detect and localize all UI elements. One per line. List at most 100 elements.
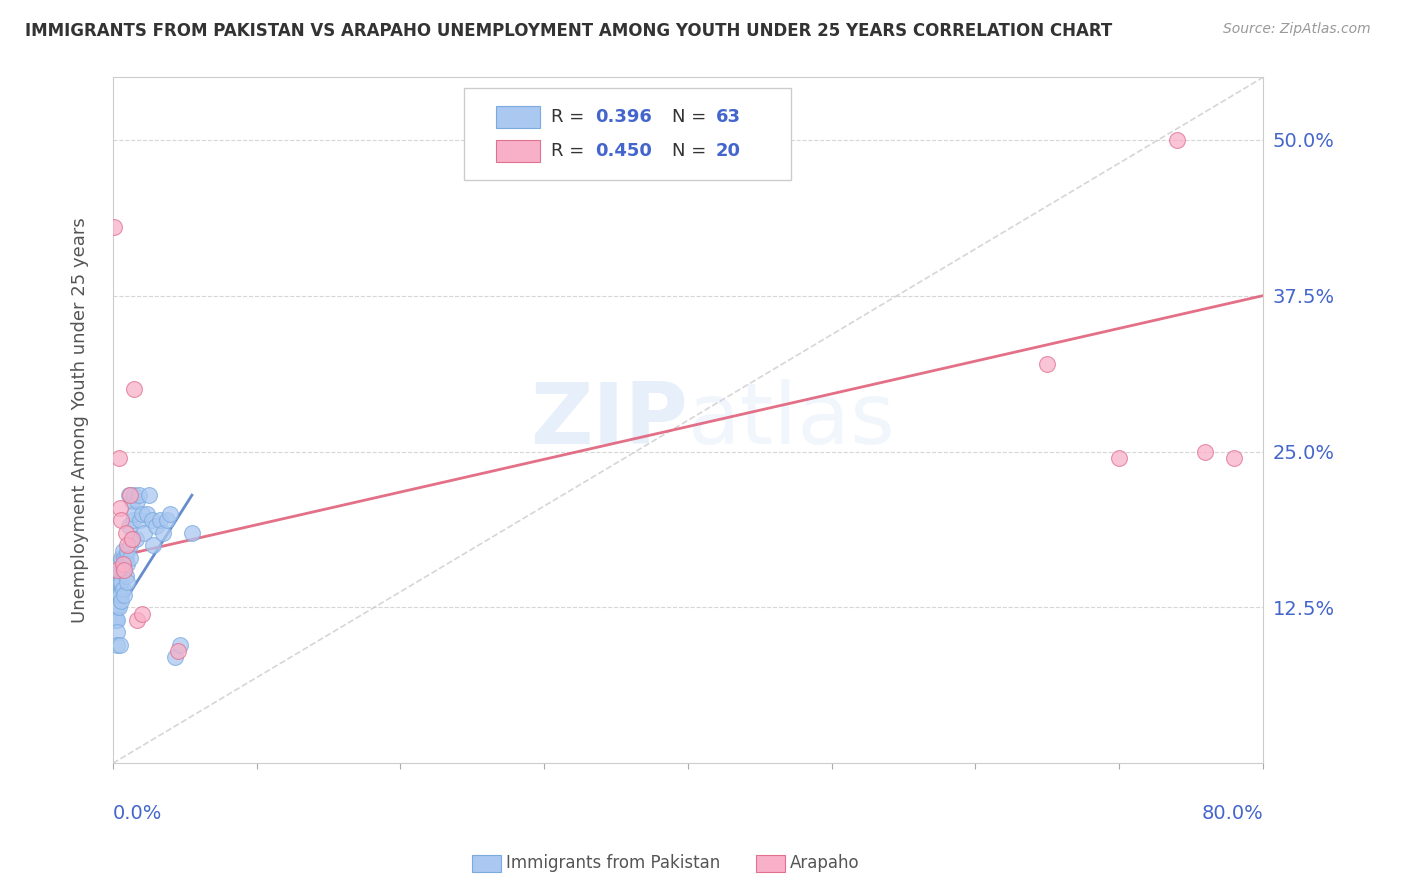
Point: [152, 525, 174, 540]
Point: [124, 382, 146, 396]
Point: [105, 638, 128, 652]
Point: [105, 575, 128, 590]
Point: [180, 525, 202, 540]
Text: 20: 20: [716, 142, 741, 160]
Point: [142, 538, 165, 552]
Point: [169, 638, 191, 652]
Point: [141, 513, 163, 527]
Point: [124, 488, 146, 502]
Point: [156, 513, 179, 527]
Point: [108, 500, 131, 515]
Point: [134, 525, 156, 540]
Point: [128, 488, 150, 502]
Point: [122, 513, 145, 527]
Text: 0.450: 0.450: [595, 142, 651, 160]
Point: [1108, 450, 1130, 465]
Point: [1194, 444, 1216, 458]
Text: Arapaho: Arapaho: [790, 855, 860, 872]
Point: [107, 588, 129, 602]
Text: 80.0%: 80.0%: [1201, 805, 1263, 823]
Text: R =: R =: [551, 108, 591, 127]
Point: [159, 507, 181, 521]
Point: [104, 613, 127, 627]
Point: [103, 613, 125, 627]
Point: [121, 494, 143, 508]
Point: [110, 594, 132, 608]
Point: [115, 538, 138, 552]
Point: [1223, 450, 1246, 465]
Point: [108, 588, 131, 602]
Point: [125, 532, 148, 546]
Point: [110, 550, 132, 565]
Point: [118, 488, 141, 502]
Point: [110, 513, 132, 527]
Point: [108, 575, 131, 590]
Point: [105, 588, 128, 602]
Point: [120, 550, 142, 565]
Y-axis label: Unemployment Among Youth under 25 years: Unemployment Among Youth under 25 years: [72, 218, 89, 624]
Text: Source: ZipAtlas.com: Source: ZipAtlas.com: [1223, 22, 1371, 37]
Point: [138, 488, 160, 502]
Point: [131, 507, 153, 521]
Point: [115, 575, 138, 590]
Point: [112, 550, 135, 565]
Text: Immigrants from Pakistan: Immigrants from Pakistan: [506, 855, 720, 872]
Point: [166, 644, 188, 658]
Point: [105, 600, 128, 615]
Point: [110, 575, 132, 590]
Point: [108, 557, 131, 571]
Point: [131, 607, 153, 621]
Text: 63: 63: [716, 108, 741, 127]
Point: [107, 563, 129, 577]
Point: [103, 588, 125, 602]
Point: [1036, 357, 1059, 371]
Point: [107, 575, 129, 590]
Text: N =: N =: [672, 108, 711, 127]
Point: [103, 600, 125, 615]
Text: R =: R =: [551, 142, 591, 160]
Point: [110, 563, 132, 577]
FancyBboxPatch shape: [496, 106, 540, 128]
Point: [163, 650, 186, 665]
Point: [118, 519, 141, 533]
Point: [145, 519, 167, 533]
Text: atlas: atlas: [688, 379, 896, 462]
Point: [124, 507, 146, 521]
FancyBboxPatch shape: [464, 87, 792, 180]
Text: 0.396: 0.396: [595, 108, 651, 127]
Text: IMMIGRANTS FROM PAKISTAN VS ARAPAHO UNEMPLOYMENT AMONG YOUTH UNDER 25 YEARS CORR: IMMIGRANTS FROM PAKISTAN VS ARAPAHO UNEM…: [25, 22, 1112, 40]
Point: [105, 613, 128, 627]
Point: [108, 638, 131, 652]
Point: [103, 220, 125, 235]
Text: ZIP: ZIP: [530, 379, 688, 462]
Text: N =: N =: [672, 142, 711, 160]
Point: [111, 544, 134, 558]
Point: [129, 513, 152, 527]
Point: [149, 513, 172, 527]
Point: [112, 563, 135, 577]
Point: [107, 600, 129, 615]
Point: [112, 563, 135, 577]
Point: [115, 544, 138, 558]
Point: [105, 563, 128, 577]
Point: [105, 625, 128, 640]
Point: [114, 525, 136, 540]
Point: [104, 600, 127, 615]
Point: [111, 557, 134, 571]
Text: 0.0%: 0.0%: [112, 805, 162, 823]
Point: [121, 532, 143, 546]
Point: [127, 613, 149, 627]
Point: [104, 588, 127, 602]
Point: [127, 494, 149, 508]
Point: [120, 538, 142, 552]
Point: [107, 450, 129, 465]
Point: [136, 507, 159, 521]
FancyBboxPatch shape: [496, 140, 540, 161]
Point: [104, 575, 127, 590]
Point: [120, 488, 142, 502]
Point: [112, 588, 135, 602]
Point: [114, 569, 136, 583]
Point: [121, 532, 143, 546]
Point: [111, 582, 134, 596]
Point: [111, 563, 134, 577]
